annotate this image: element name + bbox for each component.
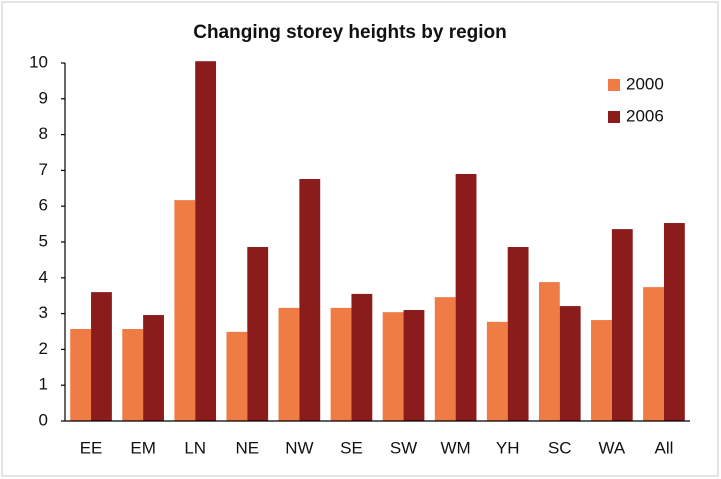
y-tick-label: 8 [39, 124, 48, 143]
y-tick-label: 4 [39, 267, 48, 286]
bar [143, 315, 164, 421]
bar [247, 247, 269, 421]
y-tick-label: 0 [39, 410, 48, 429]
bar [486, 321, 508, 421]
bar [455, 173, 477, 421]
bar [611, 229, 633, 421]
bar [278, 307, 300, 421]
y-tick-label: 5 [39, 231, 48, 250]
bar [538, 282, 560, 421]
bar [70, 328, 92, 421]
bar [591, 320, 612, 421]
x-tick-label: WA [598, 438, 625, 457]
y-tick-label: 1 [39, 375, 48, 394]
y-tick-label: 7 [39, 160, 48, 179]
x-tick-label: SW [390, 438, 417, 457]
bar [559, 306, 581, 421]
x-tick-label: SE [340, 438, 363, 457]
x-tick-label: NE [235, 438, 259, 457]
x-tick-label: WM [441, 438, 471, 457]
bar [299, 178, 321, 421]
bar [507, 247, 529, 421]
bar [643, 287, 664, 421]
x-tick-label: YH [496, 438, 520, 457]
bar [663, 223, 685, 421]
legend-label: 2006 [626, 106, 664, 125]
bar [174, 200, 196, 421]
y-tick-label: 10 [29, 52, 48, 71]
bar [195, 61, 217, 422]
y-tick-label: 9 [39, 88, 48, 107]
bar [434, 297, 456, 421]
bar [351, 293, 373, 421]
x-tick-label: All [655, 438, 674, 457]
y-tick-label: 2 [39, 339, 48, 358]
bar [382, 312, 404, 421]
x-tick-label: NW [285, 438, 313, 457]
bar [226, 331, 248, 421]
bar [122, 328, 144, 421]
chart-title: Changing storey heights by region [193, 22, 507, 43]
legend-swatch [608, 79, 620, 91]
x-tick-label: LN [184, 438, 206, 457]
x-tick-label: SC [548, 438, 572, 457]
x-tick-label: EE [80, 438, 103, 457]
legend-swatch [608, 111, 620, 123]
y-tick-label: 6 [39, 196, 48, 215]
x-tick-label: EM [130, 438, 156, 457]
legend-label: 2000 [626, 74, 664, 93]
y-tick-label: 3 [39, 303, 48, 322]
bar [403, 310, 425, 421]
bar [91, 292, 112, 421]
bar [330, 307, 352, 421]
